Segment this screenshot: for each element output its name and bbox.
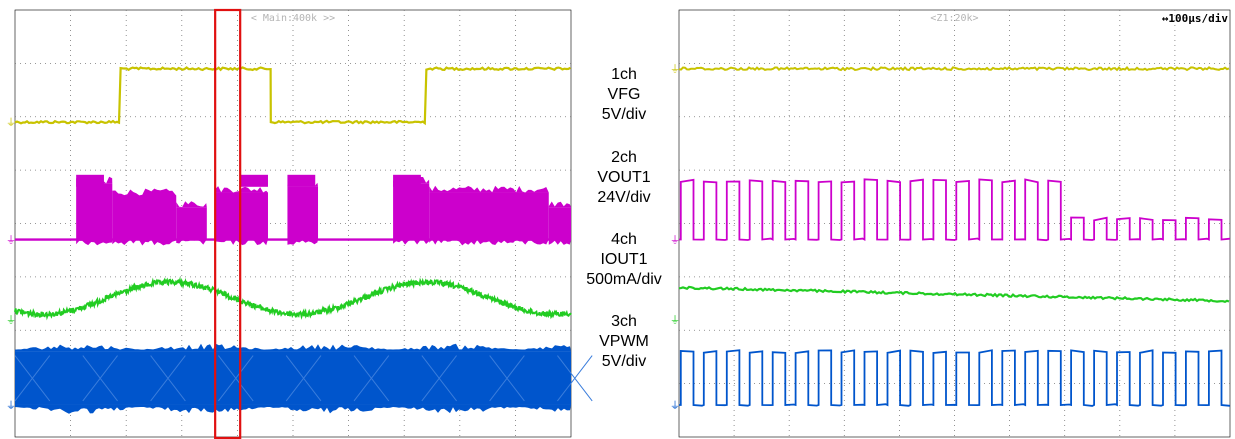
channel-label-line: 1ch bbox=[611, 66, 637, 83]
time-per-div-label: ↔100μs/div bbox=[1162, 12, 1229, 25]
trace-vout1 bbox=[15, 174, 571, 246]
ground-marker-vout1: ⏚ bbox=[670, 235, 680, 247]
trace-vfg bbox=[14, 66, 571, 126]
ground-marker-vout1: ⏚ bbox=[6, 235, 16, 247]
channel-label-line: 2ch bbox=[611, 149, 637, 166]
channel-label-line: VPWM bbox=[599, 333, 649, 350]
channel-labels: 1ch VFG 5V/div 2ch VOUT1 24V/div 4ch IOUT1 500mA… bbox=[586, 66, 662, 370]
channel-label-line: IOUT1 bbox=[600, 251, 647, 268]
ground-marker-vpwm: ⏚ bbox=[6, 400, 16, 412]
channel-label-line: 5V/div bbox=[602, 106, 646, 123]
ground-marker-iout1: ⏚ bbox=[6, 315, 16, 327]
channel-label-line: 500mA/div bbox=[586, 271, 662, 288]
main-screen: < Main:400k >> ⏚ ⏚ ⏚ ⏚ bbox=[6, 9, 593, 438]
channel-label-line: 4ch bbox=[611, 231, 637, 248]
ground-marker-iout1: ⏚ bbox=[670, 315, 680, 327]
ground-marker-vfg: ⏚ bbox=[670, 64, 680, 76]
timebase-header: <Z1:20k> bbox=[930, 13, 978, 24]
trace-iout1 bbox=[14, 276, 572, 321]
zoom-screen: <Z1:20k> ↔100μs/div ⏚ ⏚ ⏚ ⏚ bbox=[670, 9, 1231, 438]
channel-label-line: 5V/div bbox=[602, 353, 646, 370]
trace-iout1 bbox=[678, 285, 1230, 303]
timebase-header: < Main:400k >> bbox=[251, 13, 335, 24]
trace-vfg bbox=[678, 66, 1230, 72]
zoom-region-box bbox=[214, 8, 242, 439]
channel-label-line: VOUT1 bbox=[597, 169, 650, 186]
ground-marker-vpwm: ⏚ bbox=[670, 400, 680, 412]
channel-label-line: VFG bbox=[608, 86, 641, 103]
zoom-highlight-box bbox=[214, 8, 242, 439]
ground-marker-vfg: ⏚ bbox=[6, 117, 16, 129]
trace-vout1 bbox=[679, 178, 1231, 242]
channel-label-line: 3ch bbox=[611, 313, 637, 330]
trace-vpwm bbox=[14, 343, 593, 414]
trace-vpwm bbox=[679, 349, 1231, 407]
channel-label-line: 24V/div bbox=[597, 189, 650, 206]
